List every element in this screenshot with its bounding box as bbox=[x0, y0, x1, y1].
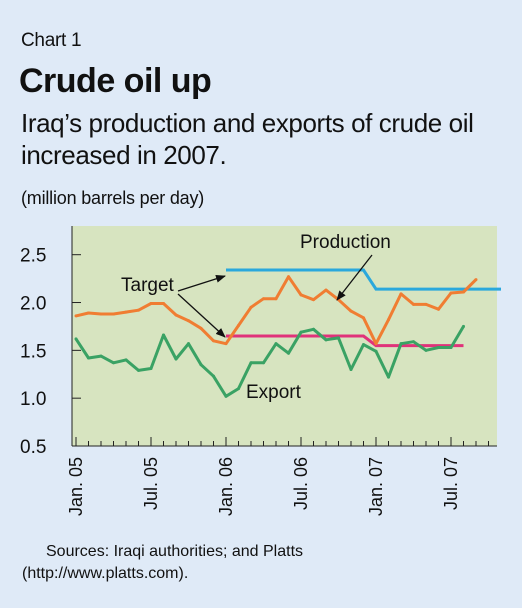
production-point bbox=[237, 323, 240, 327]
x-tick-label: Jan. 05 bbox=[66, 457, 86, 516]
export-point bbox=[462, 324, 465, 328]
y-tick-label: 2.0 bbox=[20, 294, 46, 315]
export-point bbox=[437, 345, 440, 349]
production-point bbox=[412, 302, 415, 306]
y-tick-label: 1.0 bbox=[20, 389, 46, 410]
export-annotation-label: Export bbox=[246, 382, 302, 403]
production-point bbox=[374, 342, 378, 346]
export-point bbox=[399, 342, 403, 346]
production-point bbox=[449, 291, 453, 295]
export-point bbox=[324, 338, 328, 342]
source-note: Sources: Iraqi authorities; and Platts (… bbox=[22, 541, 492, 585]
x-tick-label: Jul. 05 bbox=[141, 457, 161, 510]
export-point bbox=[262, 361, 265, 365]
production-point bbox=[99, 312, 103, 316]
export-point bbox=[174, 357, 178, 361]
production-point bbox=[399, 292, 403, 296]
production-point bbox=[362, 316, 365, 320]
export-point bbox=[387, 375, 390, 379]
export-point bbox=[374, 349, 378, 353]
export-point bbox=[349, 367, 353, 371]
production-point bbox=[174, 313, 178, 317]
production-point bbox=[324, 288, 328, 292]
x-tick-label: Jul. 07 bbox=[441, 457, 461, 510]
production-point bbox=[349, 309, 353, 313]
export-point bbox=[237, 387, 240, 391]
production-point bbox=[387, 318, 390, 322]
production-point bbox=[437, 307, 440, 311]
y-axis: 0.5 1.0 1.5 2.0 2.5 bbox=[20, 226, 81, 458]
source-line-1: Sources: Iraqi authorities; and Platts bbox=[46, 543, 304, 560]
export-point bbox=[112, 361, 115, 365]
export-point bbox=[224, 394, 228, 398]
production-point bbox=[162, 301, 165, 305]
y-tick-label: 1.5 bbox=[20, 341, 46, 362]
y-tick-label: 2.5 bbox=[20, 246, 46, 267]
y-tick-label: 0.5 bbox=[20, 437, 46, 458]
export-point bbox=[187, 342, 190, 346]
production-point bbox=[87, 311, 90, 315]
export-point bbox=[337, 336, 340, 340]
export-point bbox=[149, 367, 153, 371]
production-point bbox=[274, 297, 278, 301]
production-point bbox=[224, 342, 228, 346]
production-point bbox=[149, 301, 153, 305]
export-point bbox=[249, 361, 253, 365]
production-point bbox=[424, 302, 428, 306]
export-point bbox=[74, 337, 78, 341]
export-point bbox=[299, 330, 303, 334]
source-line-2: (http://www.platts.com). bbox=[22, 565, 189, 582]
export-point bbox=[312, 327, 315, 331]
production-point bbox=[249, 305, 253, 309]
x-axis: Jan. 05 Jul. 05 Jan. 06 Jul. 06 Jan. 07 Jul. … bbox=[66, 437, 497, 516]
x-tick-label: Jul. 06 bbox=[291, 457, 311, 510]
production-point bbox=[312, 298, 315, 302]
export-point bbox=[412, 340, 415, 344]
annotations: Production Target Export bbox=[121, 232, 391, 403]
x-tick-label: Jan. 07 bbox=[366, 457, 386, 516]
series-lines bbox=[74, 268, 501, 398]
target-annotation-arrow-lower bbox=[177, 293, 226, 338]
chart-subtitle: Iraq’s production and exports of crude o… bbox=[21, 108, 474, 170]
chart-kicker: Chart 1 bbox=[21, 30, 82, 51]
production-point bbox=[187, 319, 190, 323]
production-point bbox=[262, 297, 265, 301]
export-series-line bbox=[74, 325, 465, 398]
production-point bbox=[474, 278, 478, 282]
production-point bbox=[299, 293, 303, 297]
production-point bbox=[462, 290, 465, 294]
export-point bbox=[274, 342, 278, 346]
export-point bbox=[449, 345, 453, 349]
target-annotation-label: Target bbox=[121, 275, 175, 296]
export-point bbox=[287, 351, 290, 355]
production-point bbox=[199, 326, 203, 330]
x-tick-label: Jan. 06 bbox=[216, 457, 236, 516]
export-point bbox=[362, 343, 365, 347]
production-annotation-label: Production bbox=[300, 232, 391, 253]
export-point bbox=[212, 374, 215, 378]
export-point bbox=[87, 356, 90, 360]
export-point bbox=[137, 368, 140, 372]
export-point bbox=[199, 363, 203, 367]
production-point bbox=[137, 308, 140, 312]
production-point bbox=[124, 310, 128, 314]
production-annotation-arrow bbox=[336, 254, 373, 301]
unit-label: (million barrels per day) bbox=[21, 188, 205, 208]
export-point bbox=[424, 348, 428, 352]
production-point bbox=[212, 339, 215, 343]
target_production-line bbox=[226, 268, 501, 291]
production-point bbox=[112, 312, 115, 316]
chart-title: Crude oil up bbox=[19, 62, 212, 100]
production-point bbox=[287, 275, 290, 279]
target-annotation-arrow-upper bbox=[177, 274, 226, 292]
export-point bbox=[99, 354, 103, 358]
export-point bbox=[124, 358, 128, 362]
line-chart: 0.5 1.0 1.5 2.0 2.5 Jan. 05 Jul. 05 Jan. 06 Jul… bbox=[20, 226, 501, 516]
production-point bbox=[74, 314, 78, 318]
export-point bbox=[162, 333, 165, 337]
